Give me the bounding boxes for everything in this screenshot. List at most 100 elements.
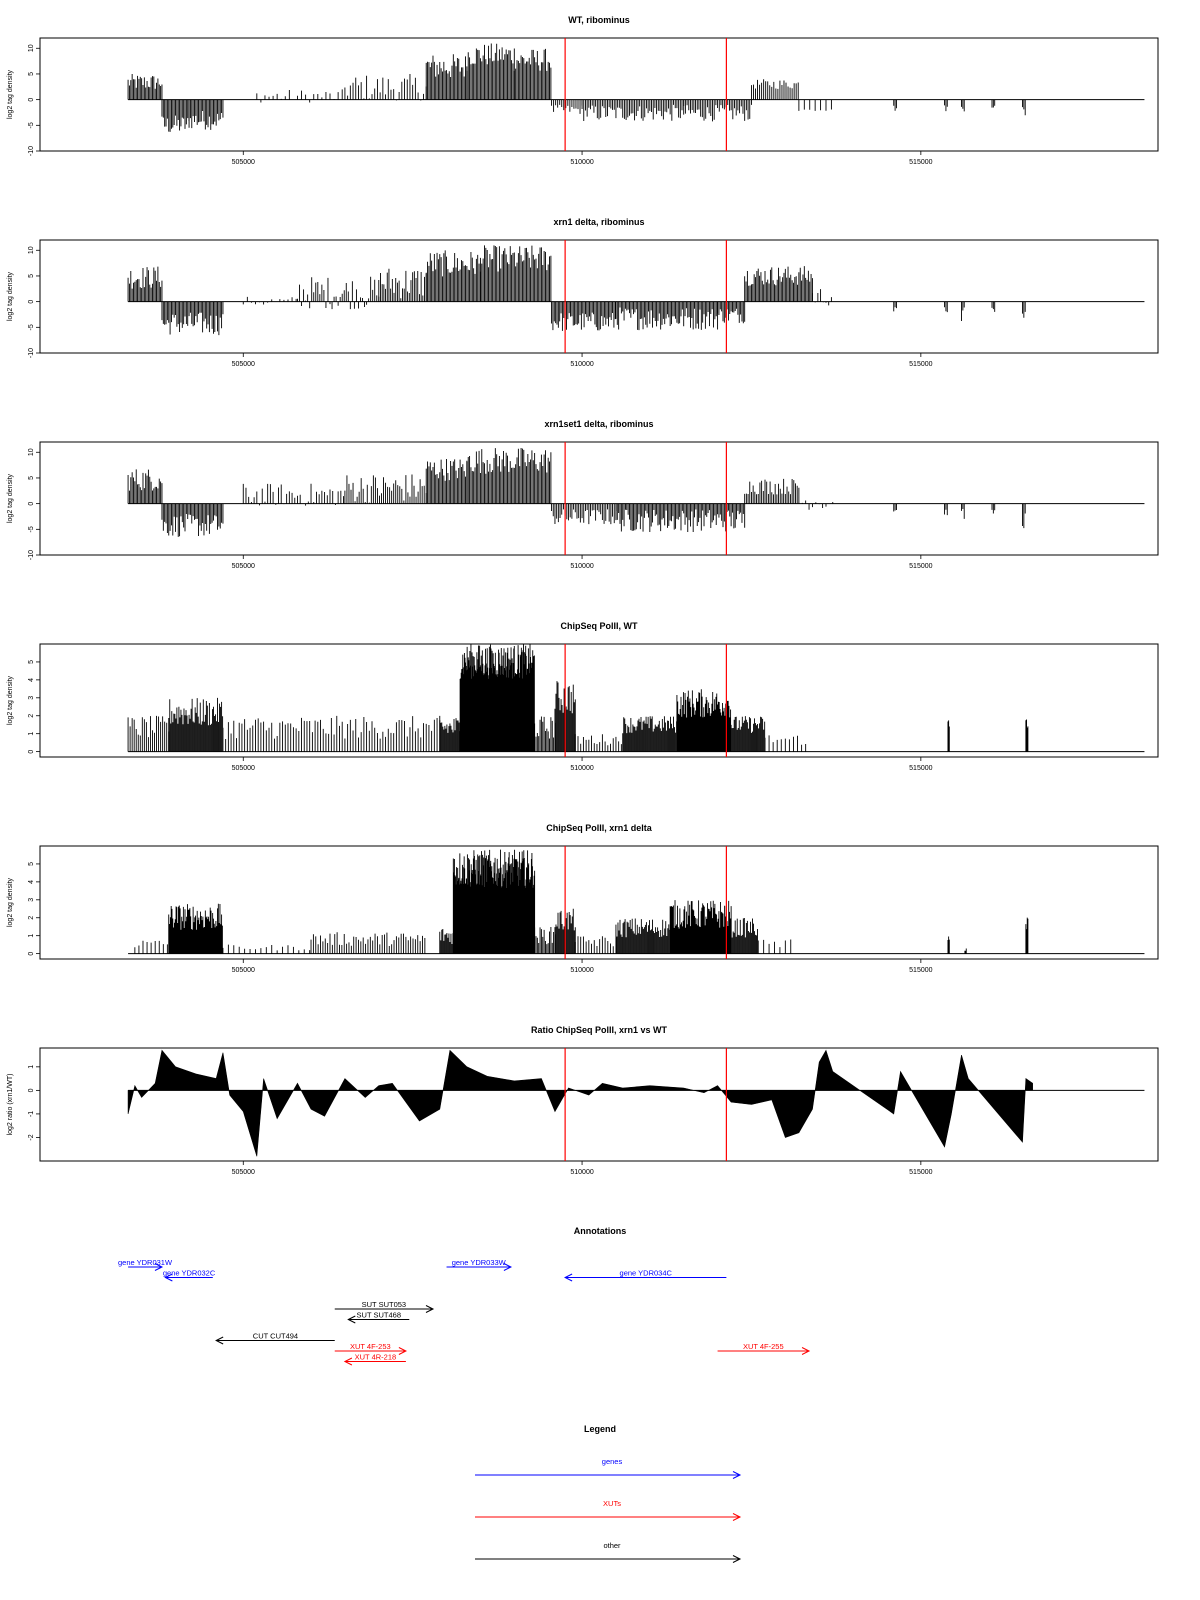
bar-segment xyxy=(615,918,671,954)
bar-segment xyxy=(188,99,224,130)
x-axis: 505000 510000 515000 xyxy=(232,757,933,772)
bar-segment xyxy=(439,718,461,752)
bar-marks xyxy=(534,927,556,954)
bar-segment xyxy=(961,503,965,519)
y-tick-label: 5 xyxy=(28,274,35,278)
panel-2: xrn1 delta, ribominus -10 -5 0 5 10 log2 tag d… xyxy=(7,217,1159,368)
bar-segment xyxy=(811,289,832,306)
y-tick-label: 0 xyxy=(28,750,35,754)
bar-segment xyxy=(1022,503,1026,529)
bar-marks xyxy=(1022,301,1026,318)
bar-marks xyxy=(744,266,813,302)
bar-marks xyxy=(168,697,224,752)
bar-segment xyxy=(242,296,297,305)
x-tick-label: 510000 xyxy=(570,967,593,974)
bar-marks xyxy=(574,936,617,954)
plot-frame xyxy=(39,441,1159,556)
annotation-arrow: XUT 4R-218 xyxy=(343,1353,406,1366)
bar-segment xyxy=(551,99,583,114)
y-tick-label: 4 xyxy=(28,880,35,884)
bar-segment xyxy=(534,716,556,752)
plot-frame xyxy=(39,239,1159,354)
annotation-label: gene YDR031W xyxy=(118,1258,173,1267)
bar-segment xyxy=(730,917,758,954)
bar-segment xyxy=(893,99,897,111)
bar-marks xyxy=(944,503,948,516)
y-tick-label: -5 xyxy=(28,122,35,128)
bar-segment xyxy=(297,276,380,310)
bar-marks xyxy=(297,276,380,310)
bar-segment xyxy=(134,940,168,954)
panel-title: ChipSeq PolII, xrn1 delta xyxy=(546,823,653,833)
panel-title: xrn1 delta, ribominus xyxy=(553,217,644,227)
arrow-head xyxy=(425,1305,435,1313)
bar-marks xyxy=(991,301,996,312)
bar-marks xyxy=(554,681,576,752)
panel-title: Ratio ChipSeq PolII, xrn1 vs WT xyxy=(531,1025,668,1035)
y-tick-label: -1 xyxy=(28,1111,35,1117)
bar-marks xyxy=(161,301,224,336)
bar-segment xyxy=(683,99,752,122)
bar-marks xyxy=(554,908,576,954)
legend-item: other xyxy=(475,1541,742,1563)
bar-marks xyxy=(127,469,163,504)
bar-segment xyxy=(127,266,163,302)
bar-segment xyxy=(127,469,163,504)
legend-label: XUTs xyxy=(603,1499,621,1508)
y-tick-label: -5 xyxy=(28,324,35,330)
bar-segment xyxy=(344,74,427,101)
bar-segment xyxy=(344,474,427,504)
bar-marks xyxy=(744,478,800,504)
y-axis: -10 -5 0 5 10 xyxy=(28,44,40,156)
bar-segment xyxy=(554,908,576,954)
bar-marks xyxy=(757,939,792,954)
bar-marks xyxy=(466,43,515,100)
arrow-head xyxy=(564,1273,573,1282)
bar-segment xyxy=(551,503,617,525)
panel-3: xrn1set1 delta, ribominus -10 -5 0 5 10 log2 t… xyxy=(7,419,1159,570)
legend-title: Legend xyxy=(584,1424,616,1434)
bar-segment xyxy=(466,43,515,100)
y-tick-label: 10 xyxy=(28,44,35,52)
bar-marks xyxy=(991,99,996,108)
annotation-label: SUT SUT468 xyxy=(357,1311,401,1320)
y-tick-label: -10 xyxy=(28,146,35,156)
bar-marks xyxy=(961,99,965,112)
bar-marks xyxy=(534,716,556,752)
bar-segment xyxy=(744,266,813,302)
bar-marks xyxy=(1025,719,1029,752)
bar-segment xyxy=(425,459,468,504)
bar-segment xyxy=(242,483,344,506)
arrow-head xyxy=(801,1347,811,1355)
legend-arrow-head xyxy=(732,1471,742,1479)
bar-marks xyxy=(947,936,950,954)
y-tick-label: 0 xyxy=(28,98,35,102)
bar-marks xyxy=(961,503,965,519)
x-tick-label: 505000 xyxy=(232,967,255,974)
y-tick-label: 1 xyxy=(28,732,35,736)
bar-segment xyxy=(378,268,427,302)
bar-segment xyxy=(798,99,832,111)
bar-segment xyxy=(425,250,481,302)
y-axis: -2 -1 0 1 xyxy=(28,1065,40,1141)
x-axis: 505000 510000 515000 xyxy=(232,959,933,974)
bar-marks xyxy=(161,99,190,132)
bar-marks xyxy=(222,944,311,954)
bar-segment xyxy=(310,932,426,954)
y-tick-label: 2 xyxy=(28,916,35,920)
bar-marks xyxy=(574,734,622,752)
bar-marks xyxy=(1025,917,1029,954)
y-axis-label: log2 tag density xyxy=(7,271,14,321)
bar-marks xyxy=(961,301,965,321)
bar-marks xyxy=(134,940,168,954)
y-tick-label: 0 xyxy=(28,502,35,506)
bar-marks xyxy=(168,903,223,954)
bar-marks xyxy=(991,503,996,514)
bar-segment xyxy=(574,936,617,954)
y-axis: 0 1 2 3 4 5 xyxy=(28,660,40,754)
annotation-arrow: gene YDR033W xyxy=(446,1258,513,1271)
annotation-label: gene YDR034C xyxy=(620,1269,673,1278)
bar-marks xyxy=(242,296,297,305)
x-tick-label: 505000 xyxy=(232,563,255,570)
